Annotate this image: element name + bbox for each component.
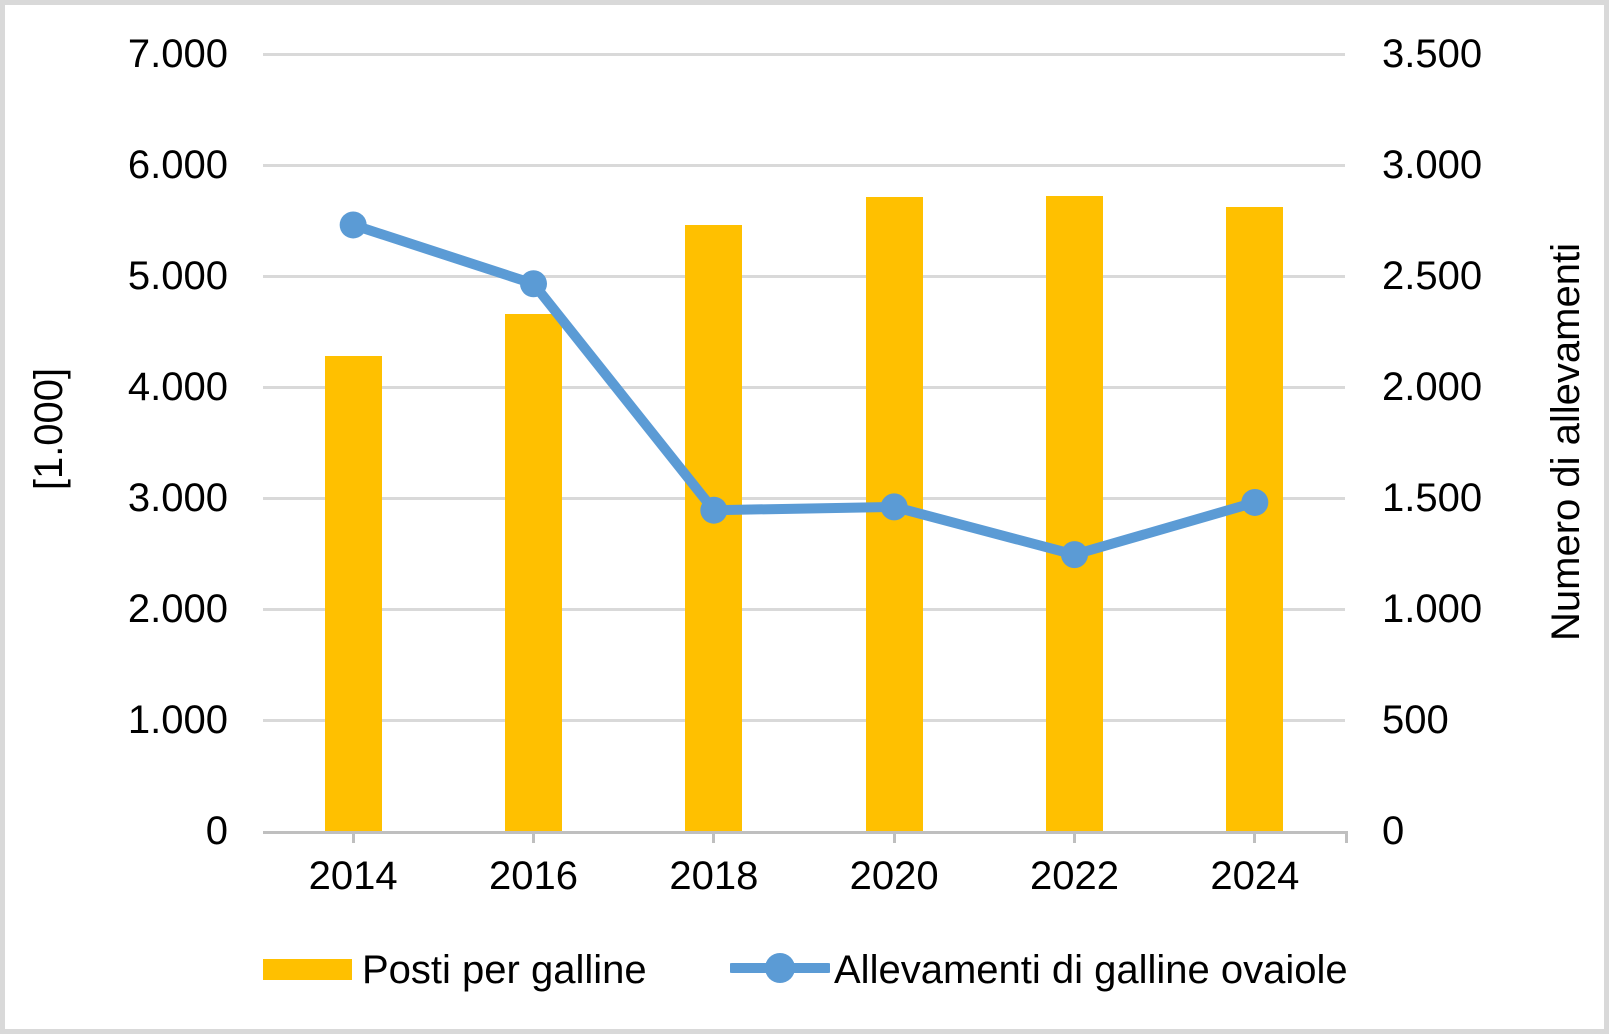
right-axis-title: Numero di allevamenti — [1544, 243, 1588, 641]
x-axis-label-2022: 2022 — [1030, 854, 1119, 898]
bar-2018 — [685, 224, 743, 831]
left-axis-tick-label: 2.000 — [127, 587, 228, 631]
bar-series-swatch — [263, 959, 352, 980]
gridline — [263, 718, 1345, 722]
gridline — [263, 274, 1345, 278]
x-axis-tickmark — [532, 834, 535, 843]
line-series-swatch — [730, 953, 830, 983]
x-axis-tickmark — [1253, 834, 1257, 843]
bar-series-legend-label: Posti per galline — [362, 948, 647, 992]
bar-2022 — [1046, 195, 1103, 831]
left-axis-tick-label: 4.000 — [127, 365, 228, 409]
left-axis-title: [1.000] — [27, 367, 71, 491]
x-axis-label-2016: 2016 — [489, 854, 578, 898]
gridline — [263, 163, 1345, 167]
x-axis-tickmark — [892, 834, 896, 843]
bar-2024 — [1226, 207, 1284, 831]
line-series-legend-label: Allevamenti di galline ovaiole — [834, 948, 1348, 992]
right-axis-tick-label: 1.500 — [1382, 476, 1483, 520]
bar-2016 — [505, 313, 562, 831]
x-axis-label-2018: 2018 — [669, 854, 759, 898]
right-axis-tick-label: 500 — [1382, 698, 1449, 742]
right-axis-tick-label: 3.000 — [1382, 143, 1483, 187]
x-axis-tickmark — [351, 834, 355, 843]
gridline — [263, 607, 1345, 611]
right-axis-tick-label: 2.000 — [1382, 365, 1483, 409]
left-axis-tick-label: 1.000 — [127, 698, 228, 742]
right-axis-tick-label: 0 — [1382, 809, 1405, 853]
x-axis-tickmark — [1073, 834, 1076, 843]
x-axis-label-2014: 2014 — [308, 854, 398, 898]
right-axis-tick-label: 3.500 — [1382, 32, 1483, 76]
bar-2020 — [865, 197, 923, 831]
left-axis-tick-label: 0 — [205, 809, 228, 853]
x-axis-line — [263, 831, 1348, 834]
x-axis-tickmark — [712, 834, 716, 843]
right-axis-tick-label: 1.000 — [1382, 587, 1483, 631]
right-axis-tick-label: 2.500 — [1382, 254, 1483, 298]
left-axis-tick-label: 3.000 — [127, 476, 228, 520]
gridline — [263, 52, 1345, 56]
left-axis-tick-label: 7.000 — [127, 32, 228, 76]
gridline — [263, 496, 1345, 500]
left-axis-tick-label: 5.000 — [127, 254, 228, 298]
line-series — [339, 211, 1269, 569]
x-axis-label-2020: 2020 — [849, 854, 939, 898]
left-axis-tick-label: 6.000 — [127, 143, 228, 187]
bar-2014 — [324, 355, 382, 831]
line-marker-2014 — [339, 211, 367, 239]
x-axis-end-tickmark — [1345, 834, 1348, 843]
x-axis-label-2024: 2024 — [1210, 854, 1300, 898]
gridline — [263, 385, 1345, 389]
